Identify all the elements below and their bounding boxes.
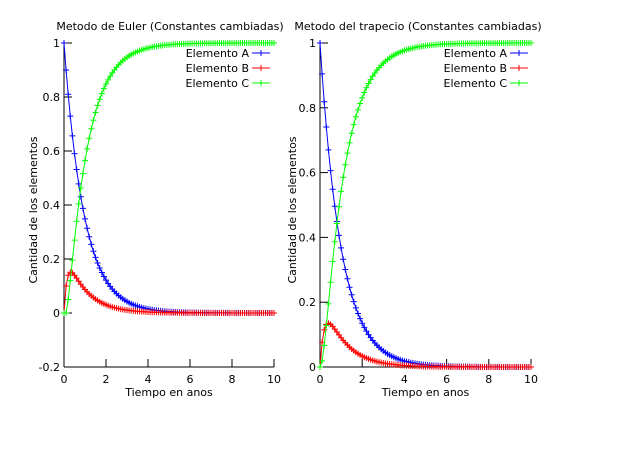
legend-label: Elemento A <box>186 47 250 60</box>
x-tick-label: 8 <box>229 373 236 386</box>
y-tick-label: 0.8 <box>299 102 317 115</box>
legend: Elemento A Elemento B Elemento C <box>186 47 270 90</box>
legend-marker-icon <box>258 80 264 86</box>
x-tick-label: 10 <box>524 373 538 386</box>
trapezoid-plot: Metodo del trapecio (Constantes cambiada… <box>286 20 542 399</box>
y-tick-label: 0.4 <box>299 231 317 244</box>
y-tick-label: 0.4 <box>43 199 61 212</box>
y-tick-label: 1 <box>309 37 316 50</box>
point-markers <box>317 40 534 370</box>
y-axis-label: Cantidad de los elementos <box>27 136 40 283</box>
y-tick-label: 0.6 <box>43 145 61 158</box>
x-tick-label: 2 <box>103 373 110 386</box>
series-elemento-c <box>317 40 534 370</box>
x-tick-label: 4 <box>401 373 408 386</box>
series-elemento-c <box>61 40 277 316</box>
y-tick-label: 0.2 <box>43 253 61 266</box>
x-tick-label: 6 <box>443 373 450 386</box>
x-tick-label: 10 <box>267 373 281 386</box>
y-tick-label: 0 <box>309 361 316 374</box>
x-tick-label: 6 <box>187 373 194 386</box>
point-markers <box>61 40 277 316</box>
chart-title: Metodo de Euler (Constantes cambiadas) <box>56 20 283 33</box>
y-tick-label: 0.6 <box>299 167 317 180</box>
legend-label: Elemento C <box>444 77 508 90</box>
legend-marker-icon <box>258 50 264 56</box>
y-tick-label: 1 <box>53 37 60 50</box>
x-axis-label: Tiempo en anos <box>124 386 213 399</box>
x-tick-label: 4 <box>145 373 152 386</box>
legend-marker-icon <box>258 65 264 71</box>
x-tick-label: 2 <box>359 373 366 386</box>
euler-plot: Metodo de Euler (Constantes cambiadas) -0… <box>27 20 284 399</box>
legend-label: Elemento C <box>186 77 250 90</box>
x-tick-label: 0 <box>317 373 324 386</box>
legend-label: Elemento A <box>444 47 508 60</box>
chart-title: Metodo del trapecio (Constantes cambiada… <box>294 20 541 33</box>
y-tick-label: 0.2 <box>299 296 317 309</box>
y-tick-label: -0.2 <box>39 361 60 374</box>
legend-marker-icon <box>516 65 522 71</box>
x-tick-label: 0 <box>61 373 68 386</box>
x-axis-label: Tiempo en anos <box>381 386 470 399</box>
y-tick-label: 0 <box>53 307 60 320</box>
legend-label: Elemento B <box>186 62 249 75</box>
y-axis-label: Cantidad de los elementos <box>286 136 299 283</box>
legend-marker-icon <box>516 50 522 56</box>
x-tick-label: 8 <box>485 373 492 386</box>
legend: Elemento A Elemento B Elemento C <box>444 47 528 90</box>
legend-marker-icon <box>516 80 522 86</box>
legend-label: Elemento B <box>444 62 507 75</box>
y-tick-label: 0.8 <box>43 91 61 104</box>
